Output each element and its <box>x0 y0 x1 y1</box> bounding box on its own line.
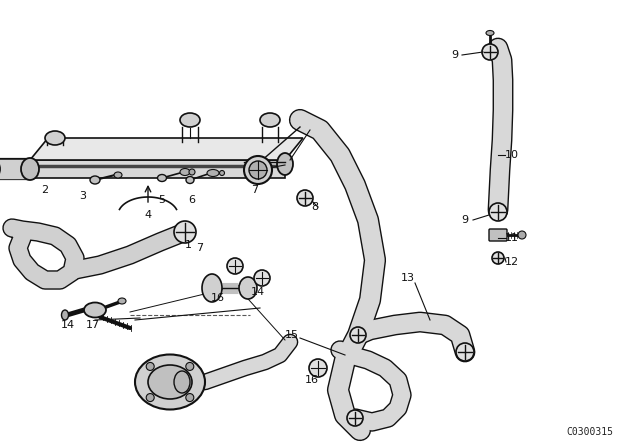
Circle shape <box>254 270 270 286</box>
Circle shape <box>244 156 272 184</box>
Ellipse shape <box>239 277 257 299</box>
Text: 17: 17 <box>86 320 100 330</box>
Circle shape <box>146 362 154 370</box>
Ellipse shape <box>189 169 195 175</box>
Text: 14: 14 <box>61 320 75 330</box>
Circle shape <box>186 393 194 401</box>
FancyBboxPatch shape <box>489 229 507 241</box>
Text: 10: 10 <box>505 150 519 160</box>
Polygon shape <box>30 138 303 160</box>
Text: 13: 13 <box>401 273 415 283</box>
Text: 11: 11 <box>505 233 519 243</box>
Ellipse shape <box>207 169 219 177</box>
Text: 12: 12 <box>505 257 519 267</box>
Text: 9: 9 <box>461 215 468 225</box>
Text: 8: 8 <box>312 202 319 212</box>
Text: 16: 16 <box>211 293 225 303</box>
Text: 6: 6 <box>189 195 195 205</box>
Text: 3: 3 <box>79 191 86 201</box>
Circle shape <box>186 362 194 370</box>
Circle shape <box>492 252 504 264</box>
Ellipse shape <box>84 302 106 318</box>
Ellipse shape <box>90 176 100 184</box>
Text: 9: 9 <box>451 50 459 60</box>
Text: 7: 7 <box>196 243 204 253</box>
Circle shape <box>347 410 363 426</box>
Ellipse shape <box>277 153 293 175</box>
Ellipse shape <box>148 365 192 399</box>
Ellipse shape <box>220 171 225 176</box>
Ellipse shape <box>157 175 166 181</box>
Text: 5: 5 <box>159 195 166 205</box>
Ellipse shape <box>135 354 205 409</box>
Ellipse shape <box>45 131 65 145</box>
Ellipse shape <box>118 298 126 304</box>
Ellipse shape <box>174 371 190 393</box>
Ellipse shape <box>486 30 494 35</box>
Circle shape <box>456 343 474 361</box>
Circle shape <box>174 221 196 243</box>
Circle shape <box>227 258 243 274</box>
Text: 4: 4 <box>145 210 152 220</box>
Circle shape <box>297 190 313 206</box>
Circle shape <box>249 161 267 179</box>
Text: 14: 14 <box>251 287 265 297</box>
Polygon shape <box>30 160 285 178</box>
Text: C0300315: C0300315 <box>566 427 614 437</box>
Text: 16: 16 <box>305 375 319 385</box>
Ellipse shape <box>202 274 222 302</box>
Ellipse shape <box>21 158 39 180</box>
Text: 15: 15 <box>285 330 299 340</box>
Circle shape <box>518 231 526 239</box>
Text: 7: 7 <box>252 185 259 195</box>
Ellipse shape <box>61 310 68 320</box>
Ellipse shape <box>186 177 194 184</box>
Ellipse shape <box>260 113 280 127</box>
Text: 2: 2 <box>42 185 49 195</box>
Circle shape <box>146 393 154 401</box>
Circle shape <box>482 44 498 60</box>
Circle shape <box>350 327 366 343</box>
Circle shape <box>309 359 327 377</box>
Text: 1: 1 <box>184 240 191 250</box>
Circle shape <box>489 203 507 221</box>
Ellipse shape <box>180 168 190 176</box>
Ellipse shape <box>180 113 200 127</box>
Ellipse shape <box>114 172 122 178</box>
